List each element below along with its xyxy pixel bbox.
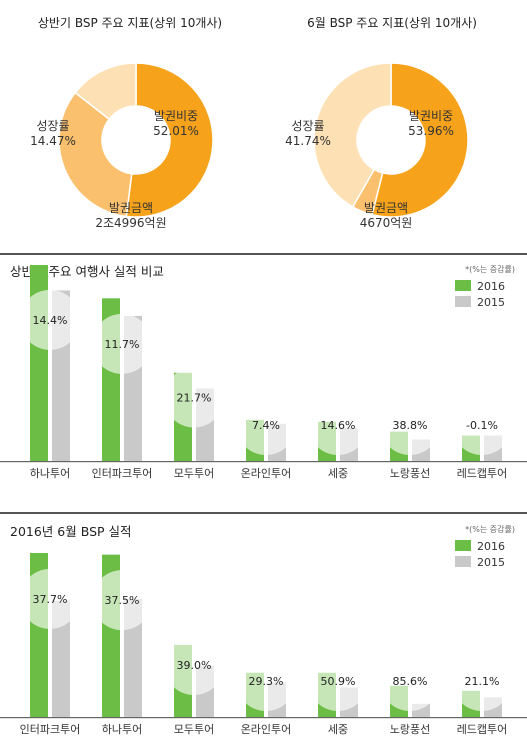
bar1-growth-circle-4 bbox=[308, 395, 368, 455]
section1-note: *(%는 증감률) bbox=[465, 265, 515, 274]
bar2-growth-circle-2 bbox=[164, 635, 224, 696]
section1-title: 상반기 주요 여행사 실적 비교 bbox=[10, 264, 164, 279]
bar2-legend-swatch-2015 bbox=[455, 556, 471, 567]
bar2-growth-circle-3 bbox=[236, 651, 296, 711]
bar2-growth-circle-6 bbox=[452, 651, 512, 711]
bar2-category-0: 인터파크투어 bbox=[20, 723, 81, 736]
donut2-slice-label-1: 4670억원 bbox=[360, 216, 413, 230]
bar2-2015-0 bbox=[52, 600, 70, 717]
bar2-baseline bbox=[0, 717, 527, 719]
bar1-growth-label-5: 38.8% bbox=[393, 419, 428, 432]
donut1-title: 상반기 BSP 주요 지표(상위 10개사) bbox=[37, 16, 223, 30]
donut1-slice-name-2: 성장률 bbox=[36, 119, 69, 133]
bar2-growth-circle-4 bbox=[308, 651, 368, 711]
donut2-slice-name-0: 발권비중 bbox=[409, 109, 453, 123]
donut1-slice-name-0: 발권비중 bbox=[154, 109, 198, 123]
bar2-category-5: 노랑풍선 bbox=[390, 723, 430, 736]
bar1-category-4: 세중 bbox=[328, 467, 348, 480]
section1-top-rule bbox=[0, 253, 527, 255]
bar2-growth-label-1: 37.5% bbox=[105, 594, 140, 607]
bar2-growth-circle-1 bbox=[92, 570, 152, 631]
bar2-growth-label-0: 37.7% bbox=[33, 593, 68, 606]
donut1-slice-label-0: 52.01% bbox=[153, 124, 199, 138]
bar2-category-4: 세중 bbox=[328, 723, 348, 736]
bar1-growth-label-1: 11.7% bbox=[105, 338, 140, 351]
bar-chart-2: 2016 2015 37.7% 인터파크투어 37.5% 하나투어 39.0% 모두투어 29.… bbox=[0, 540, 527, 736]
bar-chart-1: 2016 2015 14.4% 하나투어 11.7% 인터파크투어 21.7% 모두투어 7.4… bbox=[0, 265, 527, 480]
bar2-legend-label-2016: 2016 bbox=[477, 540, 505, 553]
bar2-category-6: 레드캡투어 bbox=[457, 723, 508, 736]
bar2-legend-label-2015: 2015 bbox=[477, 556, 505, 569]
bar1-baseline bbox=[0, 461, 527, 463]
bar2-growth-label-2: 39.0% bbox=[177, 659, 212, 672]
donut2-slice-label-2: 41.74% bbox=[285, 134, 331, 148]
bar2-growth-label-3: 29.3% bbox=[249, 675, 284, 688]
section2-top-rule bbox=[0, 512, 527, 514]
bar1-growth-circle-2 bbox=[164, 367, 224, 428]
bar2-growth-label-6: 21.1% bbox=[465, 675, 500, 688]
donut2-slice-0 bbox=[371, 62, 469, 218]
donut1-slice-label-1: 2조4996억원 bbox=[95, 216, 166, 230]
bar1-growth-label-2: 21.7% bbox=[177, 391, 212, 404]
bar1-growth-label-4: 14.6% bbox=[321, 419, 356, 432]
bar1-growth-circle-6 bbox=[452, 395, 512, 455]
bar1-category-3: 온라인투어 bbox=[241, 467, 292, 480]
donut1-slice-1 bbox=[58, 91, 133, 218]
donut2-slice-name-1: 발권금액 bbox=[364, 201, 408, 215]
bar1-category-0: 하나투어 bbox=[30, 466, 70, 480]
bar2-category-2: 모두투어 bbox=[174, 723, 214, 736]
bar1-growth-label-6: -0.1% bbox=[466, 419, 498, 432]
donut2-slice-label-0: 53.96% bbox=[408, 124, 454, 138]
donut1-slice-2 bbox=[74, 62, 137, 121]
bar1-growth-circle-5 bbox=[380, 395, 440, 455]
section2-note: *(%는 증감률) bbox=[465, 525, 515, 534]
bar1-legend-swatch-2015 bbox=[455, 296, 471, 307]
donut2-slice-name-2: 성장률 bbox=[291, 119, 324, 133]
bar1-category-1: 인터파크투어 bbox=[92, 467, 153, 480]
donut2-slice-2 bbox=[313, 62, 392, 208]
bar2-growth-label-5: 85.6% bbox=[393, 675, 428, 688]
bar1-category-5: 노랑풍선 bbox=[390, 467, 430, 480]
bar2-growth-label-4: 50.9% bbox=[321, 675, 356, 688]
bar1-growth-circle-0 bbox=[20, 289, 80, 350]
bar1-category-2: 모두투어 bbox=[174, 467, 214, 480]
bar1-growth-label-0: 14.4% bbox=[33, 314, 68, 327]
donut2-title: 6월 BSP 주요 지표(상위 10개사) bbox=[307, 16, 477, 30]
bar2-growth-circle-0 bbox=[20, 568, 80, 629]
donut1-slice-0 bbox=[125, 62, 214, 218]
bar1-legend-label-2015: 2015 bbox=[477, 296, 505, 309]
section2-title: 2016년 6월 BSP 실적 bbox=[10, 524, 132, 539]
bar2-legend-swatch-2016 bbox=[455, 540, 471, 551]
bar1-category-6: 레드캡투어 bbox=[457, 467, 508, 480]
bar1-growth-label-3: 7.4% bbox=[252, 419, 280, 432]
donut1-slice-name-1: 발권금액 bbox=[109, 201, 153, 215]
bar1-growth-circle-1 bbox=[92, 313, 152, 374]
donut1-slice-label-2: 14.47% bbox=[30, 134, 76, 148]
bar1-growth-circle-3 bbox=[236, 395, 296, 455]
bar1-legend-label-2016: 2016 bbox=[477, 280, 505, 293]
bar2-category-1: 하나투어 bbox=[102, 722, 142, 736]
bar2-category-3: 온라인투어 bbox=[241, 723, 292, 736]
bar2-growth-circle-5 bbox=[380, 651, 440, 711]
bar1-legend-swatch-2016 bbox=[455, 280, 471, 291]
